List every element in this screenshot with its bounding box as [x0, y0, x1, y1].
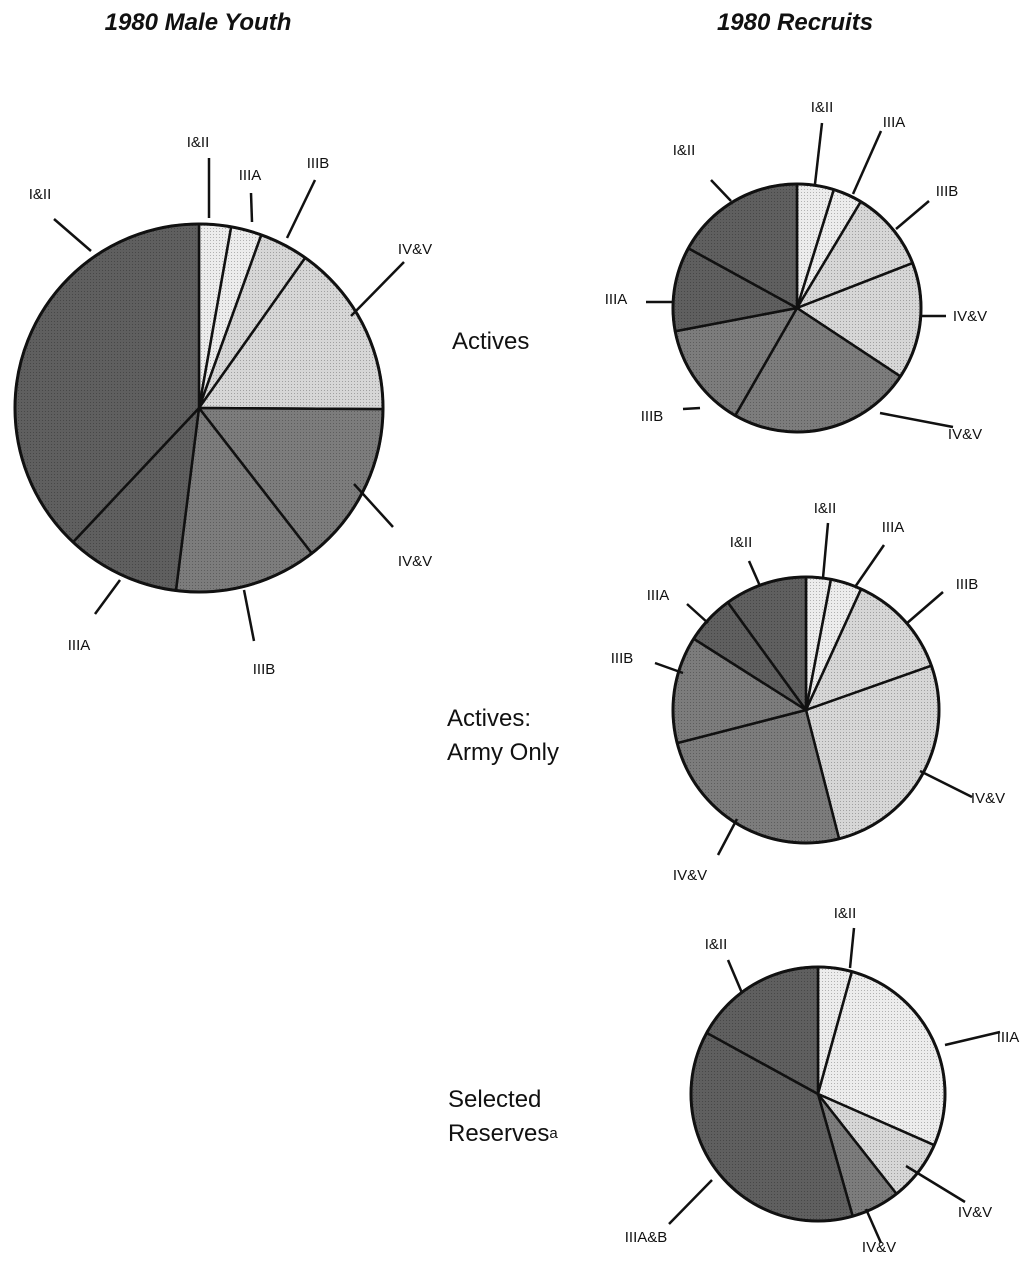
- slice-label: IIIB: [956, 576, 979, 593]
- pie-slice-texture: [693, 602, 806, 710]
- pie-slice-texture: [199, 257, 383, 410]
- leader-line: [242, 589, 256, 642]
- reserves-row-label-line1: Selected: [448, 1086, 541, 1113]
- pie-slice-texture: [797, 189, 861, 308]
- leader-line: [710, 179, 732, 202]
- leader-line: [726, 959, 744, 994]
- pie-slice-texture: [797, 201, 913, 308]
- reserves-row-label-line2: Reservesa: [448, 1120, 558, 1147]
- leader-line: [716, 818, 739, 856]
- leader-line: [285, 179, 317, 239]
- slice-label: I&II: [814, 500, 837, 517]
- leader-line: [53, 218, 92, 252]
- pie-slice-texture: [727, 577, 806, 710]
- leader-line: [853, 544, 886, 588]
- slice-label: IIIB: [307, 155, 330, 172]
- slice-label: IIIA: [605, 291, 628, 308]
- pie-slice-texture: [806, 588, 932, 710]
- slice-label: IIIA: [647, 587, 670, 604]
- pie-slice-texture: [797, 263, 921, 377]
- leader-line: [848, 927, 856, 969]
- slice-label: IIIB: [936, 183, 959, 200]
- slice-label: IV&V: [673, 867, 707, 884]
- pie-slice-texture: [73, 408, 199, 591]
- actives-row-label: Actives: [452, 328, 529, 355]
- slice-label: I&II: [705, 936, 728, 953]
- pie-charts: I&II IIIA IIIB IV&V IV&V IIIB IIIA I&II I&II IIIA…: [13, 99, 1020, 1256]
- pie-outline: [13, 222, 385, 594]
- pie-slice-texture: [14, 224, 200, 543]
- slice-label: IIIB: [611, 650, 634, 667]
- leader-line: [747, 560, 762, 587]
- leader-line: [851, 130, 883, 195]
- pie-chart-recruits-actives: I&II IIIA IIIB IV&V IV&V IIIB IIIA I&II: [605, 99, 987, 443]
- reserves-label-text: Reserves: [448, 1120, 549, 1147]
- pie-slice-texture: [199, 234, 306, 408]
- leader-line: [944, 1030, 1001, 1047]
- pie-chart-recruits-army: I&II IIIA IIIB IV&V IV&V IIIB IIIA I&II: [611, 500, 1005, 884]
- pie-slice-texture: [673, 638, 806, 744]
- leader-line: [686, 603, 709, 624]
- leader-line: [350, 261, 405, 317]
- pie-outline: [689, 965, 947, 1223]
- leader-line: [879, 411, 954, 429]
- slice-label: IV&V: [958, 1204, 992, 1221]
- slice-label: IIIA: [68, 637, 91, 654]
- pie-slice-texture: [673, 248, 797, 332]
- leader-line: [682, 406, 701, 411]
- slice-label: IIIA: [882, 519, 905, 536]
- pie-chart-recruits-reserves: I&II IIIA IV&V IV&V IIIA&B I&II: [625, 905, 1020, 1256]
- leader-line: [895, 200, 930, 230]
- slice-label: IIIA: [997, 1029, 1020, 1046]
- pie-slice-texture: [818, 971, 946, 1146]
- slice-label: I&II: [811, 99, 834, 116]
- army-row-label-line2: Army Only: [447, 739, 559, 766]
- pie-slice-texture: [691, 1032, 853, 1221]
- army-row-label-line1: Actives:: [447, 705, 531, 732]
- slice-label: IV&V: [398, 553, 432, 570]
- pie-slice-texture: [818, 1094, 897, 1217]
- pie-slice-texture: [806, 665, 939, 839]
- leader-line: [249, 192, 254, 223]
- pie-chart-male-youth: I&II IIIA IIIB IV&V IV&V IIIB IIIA I&II: [13, 134, 432, 678]
- slice-label: IV&V: [953, 308, 987, 325]
- slice-label: IIIA&B: [625, 1229, 668, 1246]
- pie-outline: [671, 182, 923, 434]
- leader-line: [905, 591, 944, 625]
- pie-slice-texture: [199, 408, 383, 554]
- leader-line: [353, 483, 394, 528]
- youth-column-title: 1980 Male Youth: [105, 9, 292, 36]
- slice-label: IIIA: [883, 114, 906, 131]
- leader-line: [668, 1179, 713, 1225]
- slice-label: IIIB: [253, 661, 276, 678]
- slice-label: IV&V: [971, 790, 1005, 807]
- slice-label: I&II: [187, 134, 210, 151]
- slice-label: IV&V: [948, 426, 982, 443]
- slice-label: I&II: [834, 905, 857, 922]
- slice-label: IIIA: [239, 167, 262, 184]
- recruits-column-title: 1980 Recruits: [717, 9, 873, 36]
- pie-slice-texture: [735, 308, 901, 432]
- slice-label: I&II: [730, 534, 753, 551]
- slice-label: IIIB: [641, 408, 664, 425]
- slice-label: IV&V: [862, 1239, 896, 1256]
- leader-line: [821, 522, 830, 579]
- slice-label: I&II: [673, 142, 696, 159]
- leader-line: [813, 122, 824, 185]
- reserves-footnote-marker: a: [549, 1125, 558, 1142]
- leader-line: [905, 1164, 966, 1204]
- leader-line: [919, 769, 973, 799]
- slice-label: I&II: [29, 186, 52, 203]
- slice-label: IV&V: [398, 241, 432, 258]
- pie-slice-texture: [675, 308, 797, 416]
- pie-slice-texture: [677, 710, 840, 843]
- leader-line: [93, 579, 122, 615]
- pie-slice-texture: [175, 408, 312, 592]
- leader-line: [864, 1208, 883, 1244]
- pie-slice-texture: [818, 1094, 935, 1194]
- pie-outline: [671, 575, 941, 845]
